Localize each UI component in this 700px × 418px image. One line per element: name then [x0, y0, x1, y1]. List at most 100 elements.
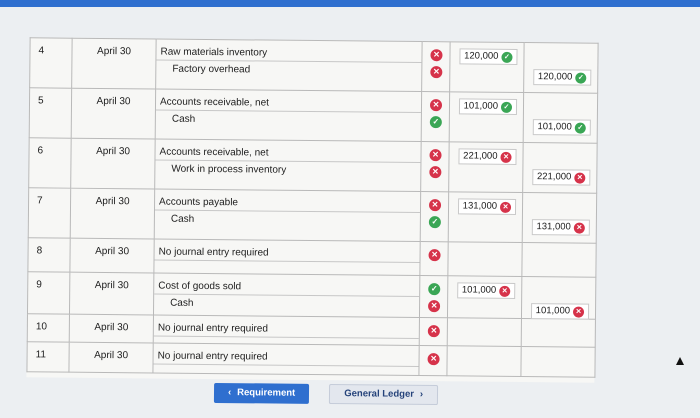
date-cell[interactable]: April 30: [69, 272, 154, 315]
journal-row: 4 April 30 Raw materials inventory Factory …: [29, 37, 599, 94]
credit-cell[interactable]: 221,000 ✕: [522, 142, 598, 194]
credit-cell[interactable]: [521, 318, 596, 348]
account-cell[interactable]: Cost of goods sold Cash: [153, 272, 420, 318]
account-cell[interactable]: Accounts receivable, net Cash: [155, 88, 422, 142]
journal-entry-sheet: 4 April 30 Raw materials inventory Factory …: [26, 37, 599, 383]
credit-account-name[interactable]: Factory overhead: [172, 63, 251, 76]
debit-amount[interactable]: 131,000 ✕: [457, 198, 517, 215]
entry-number: 4: [38, 45, 45, 57]
credit-account-name[interactable]: Cash: [171, 113, 196, 125]
requirement-button[interactable]: ‹ Requirement: [213, 382, 310, 404]
check-icon: ✓: [501, 51, 513, 63]
date-cell[interactable]: April 30: [68, 342, 154, 373]
date-cell[interactable]: April 30: [70, 138, 156, 189]
journal-row: 6 April 30 Accounts receivable, net Work in…: [28, 137, 598, 194]
navigation-buttons: ‹ Requirement General Ledger ›: [213, 382, 439, 406]
debit-amount-value: 221,000: [463, 150, 498, 162]
check-icon: ✓: [500, 101, 513, 113]
credit-account-name[interactable]: Cash: [170, 213, 195, 225]
debit-cell[interactable]: [447, 241, 523, 277]
x-icon: ✕: [428, 249, 441, 262]
credit-cell[interactable]: [520, 346, 596, 378]
debit-account-name[interactable]: No journal entry required: [153, 319, 419, 340]
x-icon: ✕: [500, 151, 512, 163]
credit-amount[interactable]: 221,000 ✕: [531, 169, 591, 186]
account-lines: Raw materials inventory Factory overhead: [156, 40, 422, 92]
date-cell[interactable]: April 30: [69, 314, 154, 343]
entry-date: April 30: [94, 349, 129, 362]
mark-cell: ✕ ✓: [421, 91, 450, 142]
credit-cell[interactable]: [521, 242, 597, 278]
debit-amount[interactable]: 221,000 ✕: [458, 148, 517, 165]
account-lines: Cost of goods sold Cash: [154, 273, 420, 317]
x-icon: ✕: [427, 353, 440, 366]
credit-cell[interactable]: 131,000 ✕: [522, 192, 597, 244]
account-cell[interactable]: No journal entry required: [153, 238, 421, 276]
credit-amount[interactable]: 120,000 ✓: [532, 69, 592, 86]
credit-cell[interactable]: 120,000 ✓: [523, 42, 599, 94]
debit-account-name[interactable]: Accounts payable: [154, 193, 421, 214]
credit-account-name[interactable]: Work in process inventory: [171, 163, 287, 176]
entry-date: April 30: [94, 279, 129, 292]
date-cell[interactable]: April 30: [70, 188, 155, 239]
x-icon: ✕: [427, 325, 440, 338]
mark-cell: ✕ ✕: [421, 41, 451, 92]
entry-number-cell: 11: [26, 341, 70, 373]
debit-account-name[interactable]: No journal entry required: [154, 243, 420, 264]
debit-cell[interactable]: [447, 317, 522, 347]
account-cell[interactable]: No journal entry required: [152, 342, 420, 376]
credit-amount[interactable]: 101,000 ✕: [530, 303, 590, 320]
journal-table: 4 April 30 Raw materials inventory Factory …: [26, 37, 599, 378]
account-cell[interactable]: No journal entry required: [153, 314, 420, 346]
date-cell[interactable]: April 30: [69, 238, 155, 273]
credit-amount[interactable]: 101,000 ✓: [532, 119, 591, 136]
mark-cell: ✕ ✕: [420, 141, 450, 192]
entry-number-cell: 8: [27, 237, 71, 273]
debit-amount-value: 120,000: [464, 50, 499, 62]
debit-cell[interactable]: 131,000 ✕: [448, 191, 523, 243]
x-icon: ✕: [430, 66, 443, 79]
mark-cell: ✕: [419, 317, 448, 346]
entry-number: 10: [35, 321, 48, 333]
debit-amount[interactable]: 101,000 ✓: [458, 98, 518, 115]
debit-account-name[interactable]: Accounts receivable, net: [155, 93, 422, 114]
credit-amount[interactable]: 131,000 ✕: [531, 219, 590, 236]
x-icon: ✕: [499, 285, 511, 297]
debit-amount-value: 101,000: [463, 100, 499, 112]
entry-date: April 30: [96, 95, 131, 108]
account-cell[interactable]: Accounts payable Cash: [154, 188, 421, 242]
date-cell[interactable]: April 30: [71, 88, 156, 139]
credit-cell[interactable]: 101,000 ✕: [521, 276, 596, 320]
mouse-cursor-icon: [676, 357, 684, 365]
check-icon: ✓: [575, 72, 587, 84]
entry-number: 9: [36, 279, 42, 291]
debit-cell[interactable]: 101,000 ✕: [447, 275, 522, 319]
journal-row: 9 April 30 Cost of goods sold Cash ✓ ✕ 101,000…: [27, 271, 596, 320]
debit-cell[interactable]: 120,000 ✓: [449, 41, 525, 93]
x-icon: ✕: [574, 172, 586, 184]
mark-cell: ✕ ✓: [420, 191, 449, 242]
debit-cell[interactable]: 101,000 ✓: [449, 91, 524, 143]
debit-account-name[interactable]: Cost of goods sold: [154, 277, 420, 298]
debit-account-name[interactable]: No journal entry required: [153, 347, 419, 368]
entry-date: April 30: [97, 45, 132, 58]
x-icon: ✕: [572, 306, 585, 318]
debit-amount[interactable]: 101,000 ✕: [456, 282, 516, 299]
journal-row: 7 April 30 Accounts payable Cash ✕ ✓ 131,000 ✕ 1…: [28, 187, 597, 244]
check-icon: ✓: [429, 116, 442, 129]
credit-account-name[interactable]: Cash: [170, 297, 194, 309]
account-cell[interactable]: Accounts receivable, net Work in process …: [154, 138, 422, 192]
general-ledger-button[interactable]: General Ledger ›: [329, 384, 439, 406]
entry-number-cell: 4: [29, 37, 73, 89]
check-icon: ✓: [574, 122, 586, 134]
x-icon: ✕: [499, 201, 512, 213]
debit-amount[interactable]: 120,000 ✓: [459, 48, 518, 65]
credit-cell[interactable]: 101,000 ✓: [523, 92, 598, 144]
debit-amount-value: 131,000: [462, 200, 498, 212]
date-cell[interactable]: April 30: [71, 38, 157, 89]
account-cell[interactable]: Raw materials inventory Factory overhead: [155, 38, 423, 92]
mark-cell: ✕: [418, 345, 448, 376]
debit-cell[interactable]: [446, 345, 522, 377]
debit-cell[interactable]: 221,000 ✕: [448, 141, 524, 193]
entry-date: April 30: [96, 145, 131, 158]
